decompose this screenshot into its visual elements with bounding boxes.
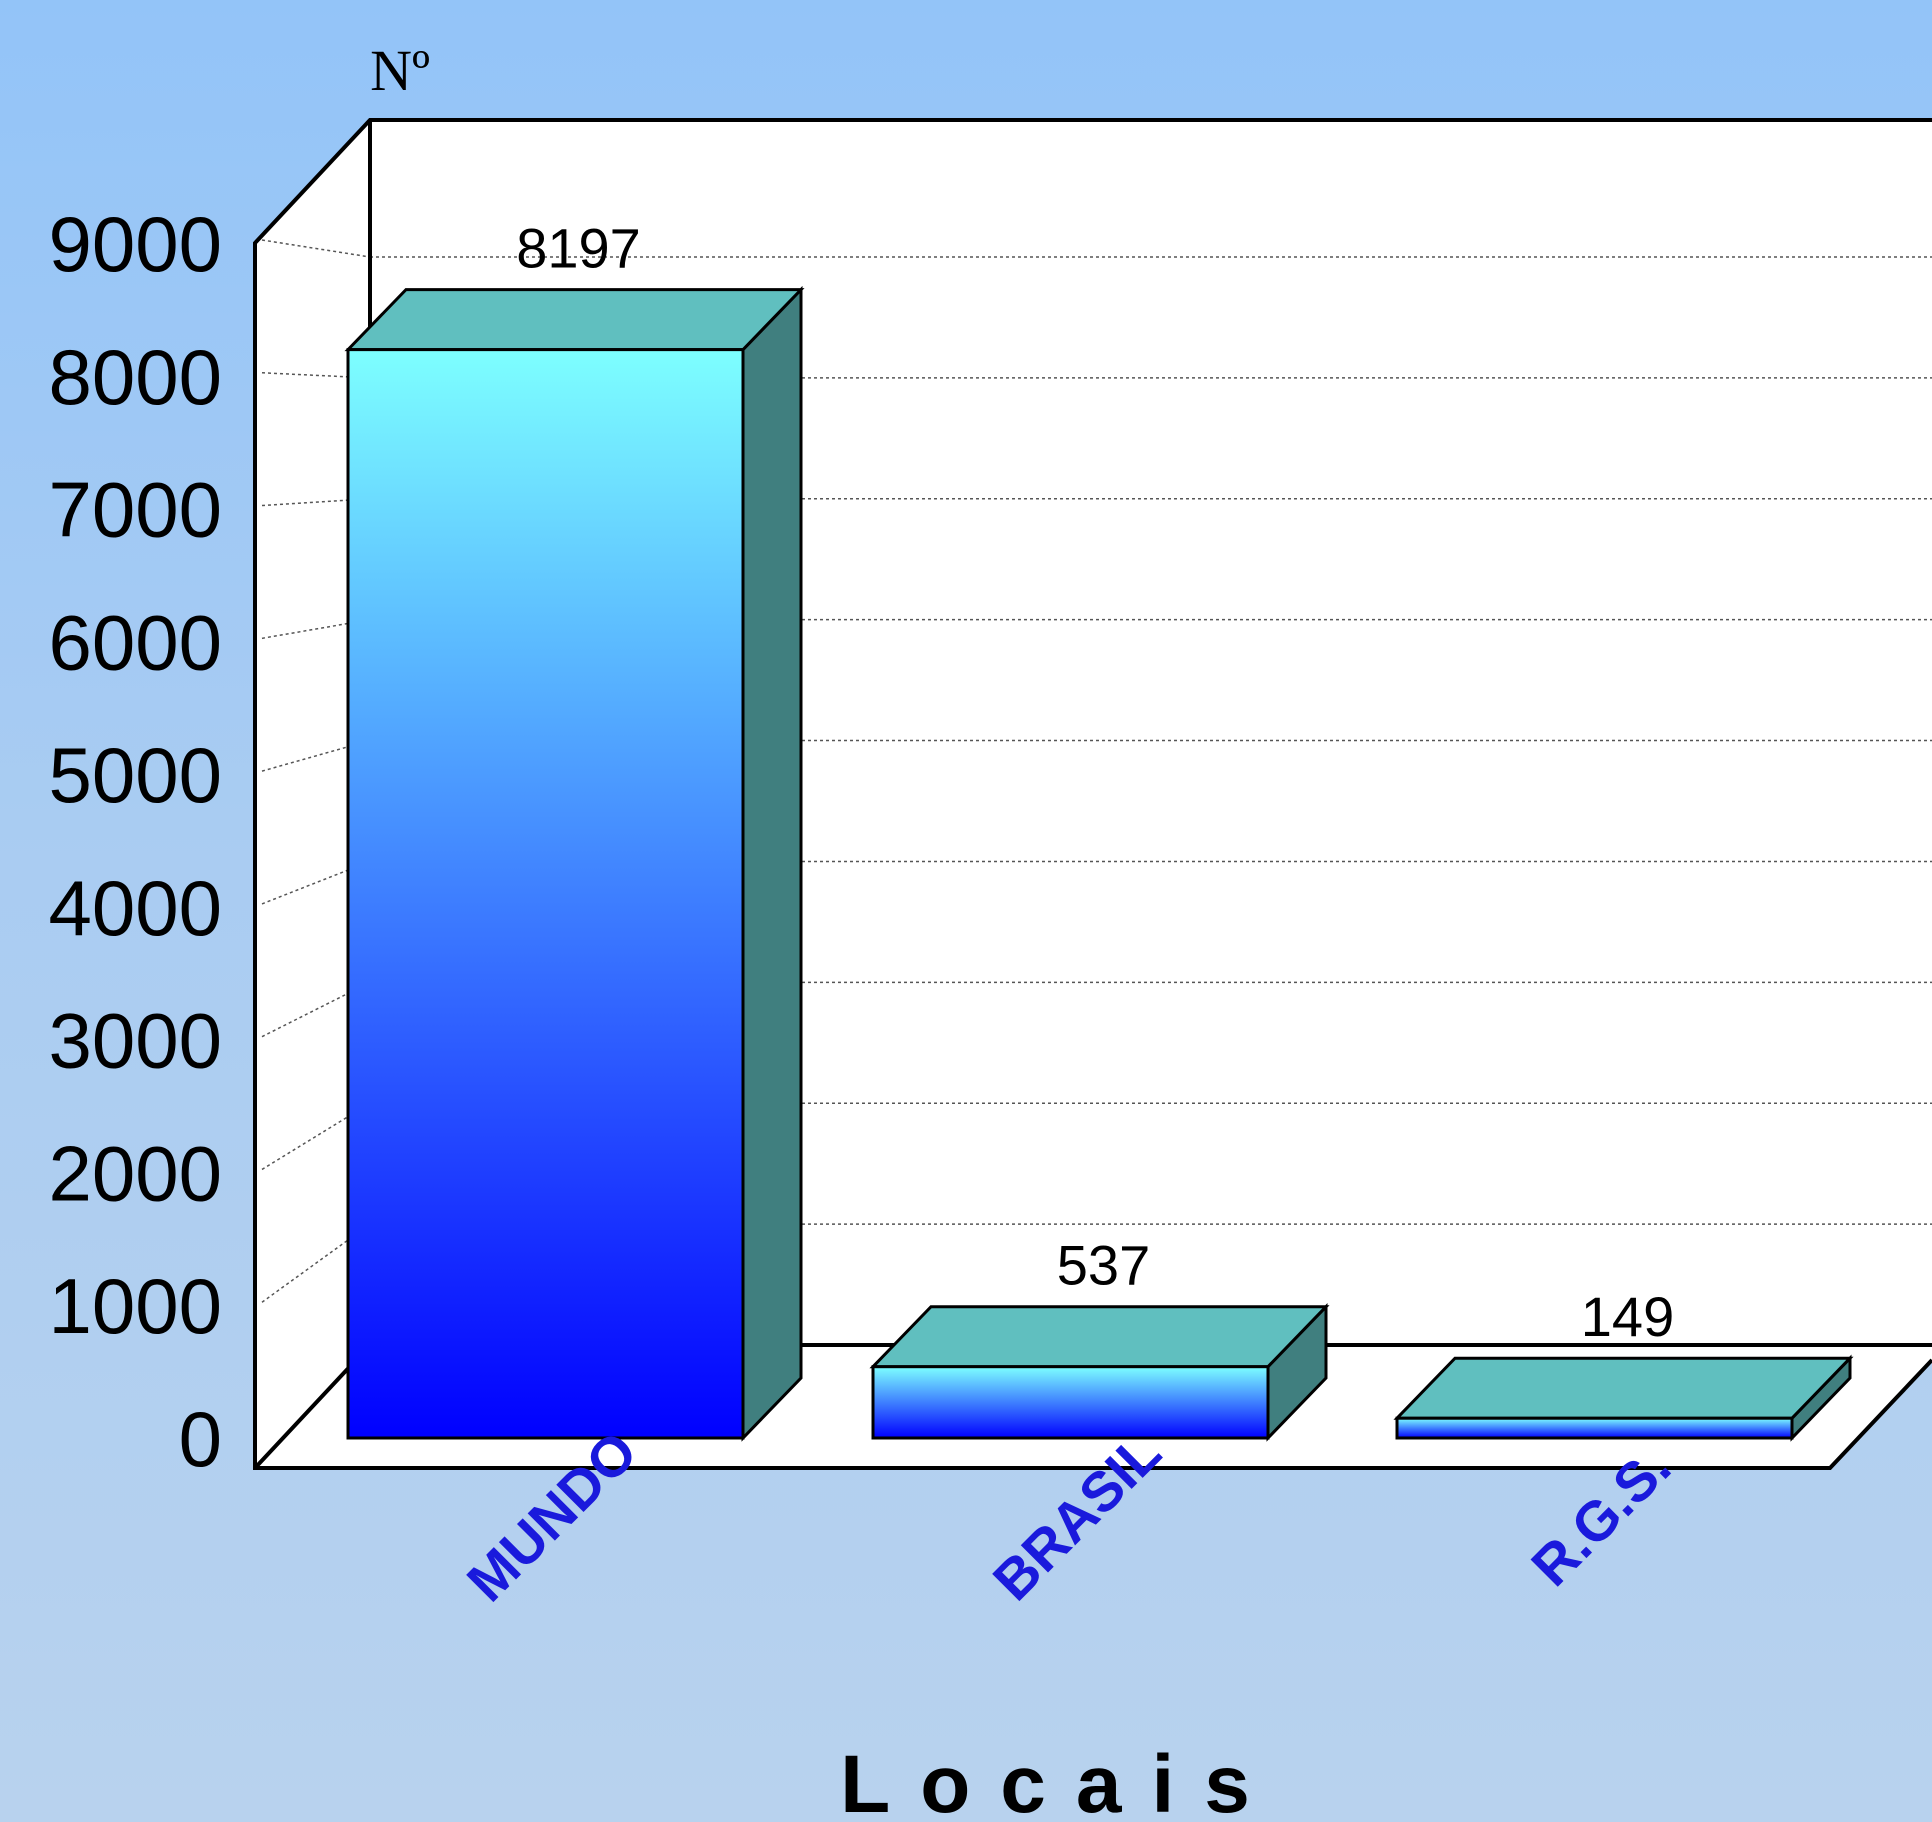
data-labels: 8197 537 149 <box>516 217 1674 1349</box>
y-tick-label: 0 <box>179 1395 222 1483</box>
bar-top-face <box>1393 1356 1854 1420</box>
gridline-side <box>261 739 371 772</box>
plot-frame <box>253 118 1932 1470</box>
gridline-side <box>261 981 371 1038</box>
y-tick-label: 5000 <box>48 731 222 819</box>
bar-front-face <box>1395 1416 1794 1440</box>
x-axis-title: Locais <box>840 1739 1280 1822</box>
bars <box>344 285 1854 1442</box>
y-tick-label: 8000 <box>48 333 222 421</box>
data-label: 537 <box>1057 1234 1150 1297</box>
y-tick-label: 6000 <box>48 598 222 686</box>
y-tick-label: 4000 <box>48 864 222 952</box>
y-tick-label: 3000 <box>48 997 222 1085</box>
y-tick-label: 9000 <box>48 200 222 288</box>
data-label: 149 <box>1581 1285 1674 1348</box>
data-label: 8197 <box>516 217 641 280</box>
bar-side-face <box>741 285 803 1442</box>
bar-top-face <box>344 288 805 352</box>
bar-front-face <box>871 1365 1270 1440</box>
gridline-side <box>261 239 371 258</box>
bar-brasil <box>869 1302 1330 1442</box>
y-axis-tick-labels: 0 1000 2000 3000 4000 5000 6000 7000 8000 9000 <box>48 200 222 1483</box>
bar-top-face <box>869 1305 1330 1369</box>
bar-rgs <box>1393 1354 1854 1442</box>
y-tick-label: 7000 <box>48 466 222 554</box>
bar-front-face <box>346 348 745 1440</box>
y-axis-title: Nº <box>370 38 430 103</box>
y-tick-label: 1000 <box>48 1262 222 1350</box>
plot-left-wall <box>255 120 370 1468</box>
bar-mundo <box>344 285 805 1442</box>
gridline-side <box>261 1223 371 1303</box>
y-tick-label: 2000 <box>48 1129 222 1217</box>
